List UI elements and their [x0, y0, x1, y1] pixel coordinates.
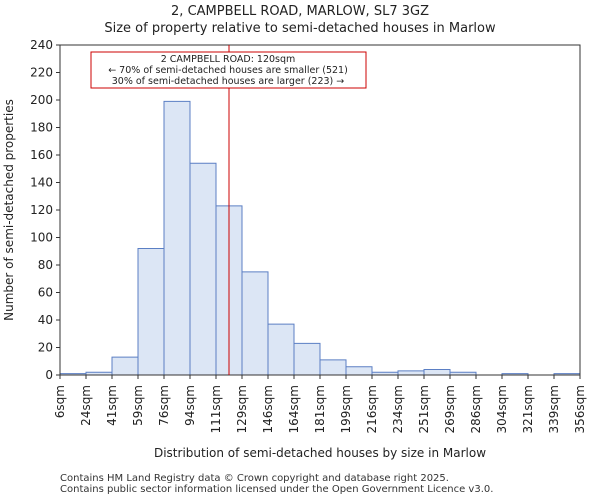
- y-tick-label: 140: [30, 176, 53, 190]
- x-tick-label: 269sqm: [443, 385, 457, 433]
- footer-line-1: Contains HM Land Registry data © Crown c…: [60, 473, 449, 484]
- x-tick-label: 111sqm: [209, 385, 223, 433]
- y-tick-label: 160: [30, 148, 53, 162]
- x-tick-label: 94sqm: [183, 385, 197, 426]
- footer-line-2: Contains public sector information licen…: [60, 484, 494, 495]
- bar-129sqm: [241, 271, 269, 376]
- histogram-chart: 0 20 40 60 80 100 120 140 160 180 200 220 240 6sqm 24…: [2, 38, 587, 460]
- bar-76sqm: [163, 100, 191, 376]
- bar-199sqm: [345, 366, 373, 376]
- x-tick-label: 216sqm: [365, 385, 379, 433]
- x-tick-label: 339sqm: [547, 385, 561, 433]
- bar-41sqm: [111, 356, 139, 376]
- y-tick-label: 200: [30, 93, 53, 107]
- x-tick-label: 164sqm: [287, 385, 301, 433]
- x-tick-label: 41sqm: [105, 385, 119, 426]
- y-tick-label: 180: [30, 121, 53, 135]
- bar-146sqm: [267, 323, 295, 376]
- bar-234sqm: [397, 370, 425, 376]
- x-tick-label: 321sqm: [521, 385, 535, 433]
- bar-181sqm: [319, 359, 347, 376]
- annotation-line-1: 2 CAMPBELL ROAD: 120sqm: [161, 54, 296, 65]
- y-axis-label: Number of semi-detached properties: [2, 99, 16, 321]
- y-tick-label: 240: [30, 38, 53, 52]
- x-tick-label: 59sqm: [131, 385, 145, 426]
- x-tick-label: 146sqm: [261, 385, 275, 433]
- bar-251sqm: [423, 369, 451, 376]
- y-axis: 0 20 40 60 80 100 120 140 160 180 200 220 240: [30, 38, 60, 382]
- y-tick-label: 100: [30, 231, 53, 245]
- y-tick-label: 40: [38, 313, 53, 327]
- x-tick-label: 304sqm: [495, 385, 509, 433]
- annotation-line-3: 30% of semi-detached houses are larger (…: [112, 76, 345, 87]
- y-tick-label: 220: [30, 66, 53, 80]
- bars-group: [59, 100, 581, 376]
- x-axis-label: Distribution of semi-detached houses by …: [154, 446, 486, 460]
- x-tick-label: 286sqm: [469, 385, 483, 433]
- chart-title: 2, CAMPBELL ROAD, MARLOW, SL7 3GZ: [171, 4, 429, 19]
- plot-frame: [59, 44, 581, 376]
- y-tick-label: 120: [30, 203, 53, 217]
- y-tick-label: 20: [38, 341, 53, 355]
- x-axis: 6sqm 24sqm 41sqm 59sqm 76sqm 94sqm 111sqm 129sq…: [53, 375, 587, 433]
- x-tick-label: 234sqm: [391, 385, 405, 433]
- y-tick-label: 80: [38, 258, 53, 272]
- annotation-box: [90, 51, 367, 89]
- y-tick-label: 0: [45, 368, 53, 382]
- x-tick-label: 6sqm: [53, 385, 67, 418]
- x-tick-label: 181sqm: [313, 385, 327, 433]
- bar-59sqm: [137, 248, 165, 376]
- x-tick-label: 129sqm: [235, 385, 249, 433]
- bar-164sqm: [293, 342, 321, 376]
- x-tick-label: 251sqm: [417, 385, 431, 433]
- x-tick-label: 356sqm: [573, 385, 587, 433]
- x-tick-label: 24sqm: [79, 385, 93, 426]
- chart-subtitle: Size of property relative to semi-detach…: [104, 21, 496, 36]
- y-tick-label: 60: [38, 286, 53, 300]
- x-tick-label: 199sqm: [339, 385, 353, 433]
- x-tick-label: 76sqm: [157, 385, 171, 426]
- bar-94sqm: [189, 162, 217, 376]
- annotation-line-2: ← 70% of semi-detached houses are smalle…: [108, 65, 348, 76]
